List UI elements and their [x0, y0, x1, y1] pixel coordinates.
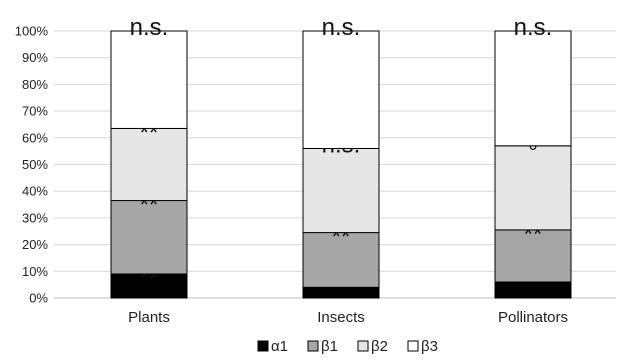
- x-category-label: Plants: [128, 309, 170, 326]
- legend-label: α1: [271, 338, 288, 355]
- y-tick-label: 30%: [22, 210, 48, 225]
- legend-label: β2: [371, 338, 388, 355]
- legend: α1 β1 β2 β3: [257, 338, 438, 355]
- bar-segment: [494, 30, 572, 147]
- bar-segment: [494, 281, 572, 299]
- y-tick-label: 40%: [22, 184, 48, 199]
- legend-label: β1: [321, 338, 338, 355]
- bar-segment: [302, 286, 380, 299]
- significance-label: n.s.: [130, 14, 169, 41]
- y-tick-label: 10%: [22, 264, 48, 279]
- legend-swatch: [357, 340, 369, 352]
- legend-swatch: [257, 340, 269, 352]
- y-tick-label: 50%: [22, 157, 48, 172]
- bar-segment: [110, 127, 188, 202]
- x-category-label: Pollinators: [498, 309, 568, 326]
- bar-segment: [494, 145, 572, 231]
- y-tick-label: 100%: [15, 24, 49, 39]
- bar-segment: [302, 147, 380, 234]
- y-tick-label: 20%: [22, 237, 48, 252]
- y-tick-label: 60%: [22, 130, 48, 145]
- y-tick-label: 0%: [29, 291, 48, 306]
- bar-segment: [302, 30, 380, 149]
- significance-label: °: [528, 139, 538, 166]
- bar-segment: [110, 273, 188, 299]
- bar-segment: [302, 232, 380, 288]
- bar-segment: [494, 229, 572, 283]
- y-tick-label: 80%: [22, 77, 48, 92]
- y-tick-label: 70%: [22, 104, 48, 119]
- legend-label: β3: [421, 338, 438, 355]
- y-tick-label: 90%: [22, 50, 48, 65]
- legend-swatch: [307, 340, 319, 352]
- significance-label: n.s.: [322, 14, 361, 41]
- significance-label: n.s.: [514, 14, 553, 41]
- legend-swatch: [407, 340, 419, 352]
- x-category-label: Insects: [317, 309, 365, 326]
- bar-segment: [110, 30, 188, 129]
